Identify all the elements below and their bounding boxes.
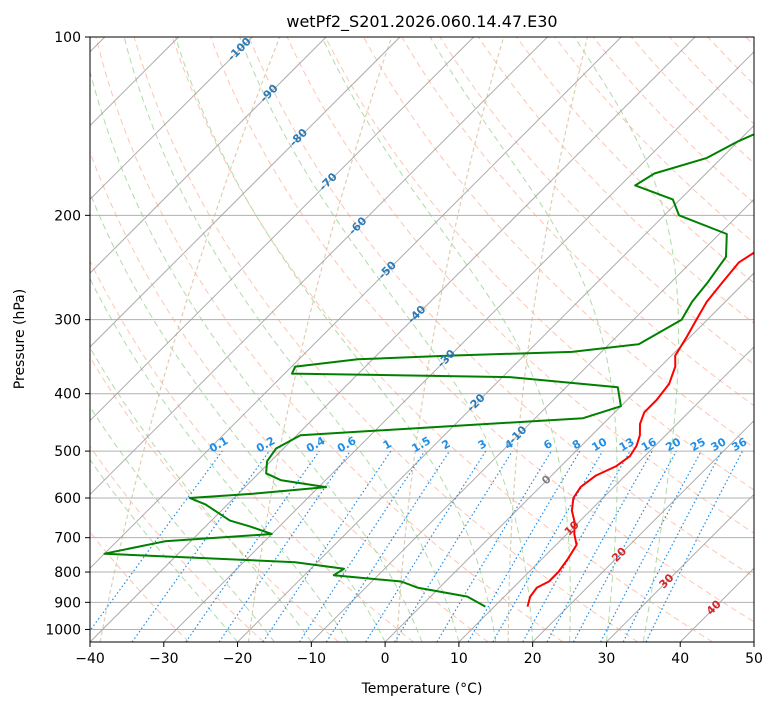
plot-background xyxy=(90,37,754,642)
x-tick-label: −20 xyxy=(223,651,253,667)
x-axis-title: Temperature (°C) xyxy=(361,681,483,697)
x-tick-label: 20 xyxy=(524,651,542,667)
x-tick-label: 50 xyxy=(745,651,763,667)
y-tick-label: 1000 xyxy=(45,622,81,638)
y-tick-label: 800 xyxy=(54,565,81,581)
y-tick-label: 300 xyxy=(54,313,81,329)
x-tick-label: −10 xyxy=(297,651,327,667)
chart-title: wetPf2_S201.2026.060.14.47.E30 xyxy=(286,12,557,32)
x-tick-label: 10 xyxy=(450,651,468,667)
y-tick-label: 100 xyxy=(54,30,81,46)
y-tick-label: 900 xyxy=(54,595,81,611)
y-tick-label: 200 xyxy=(54,208,81,224)
x-tick-label: 40 xyxy=(671,651,689,667)
y-tick-label: 400 xyxy=(54,387,81,403)
x-tick-label: −30 xyxy=(149,651,179,667)
y-tick-label: 600 xyxy=(54,491,81,507)
isotherm-gridline xyxy=(754,37,775,642)
x-tick-label: −40 xyxy=(75,651,105,667)
x-tick-label: 30 xyxy=(598,651,616,667)
y-axis-title: Pressure (hPa) xyxy=(12,289,28,389)
y-tick-label: 700 xyxy=(54,531,81,547)
y-tick-label: 500 xyxy=(54,444,81,460)
x-tick-label: 0 xyxy=(381,651,390,667)
